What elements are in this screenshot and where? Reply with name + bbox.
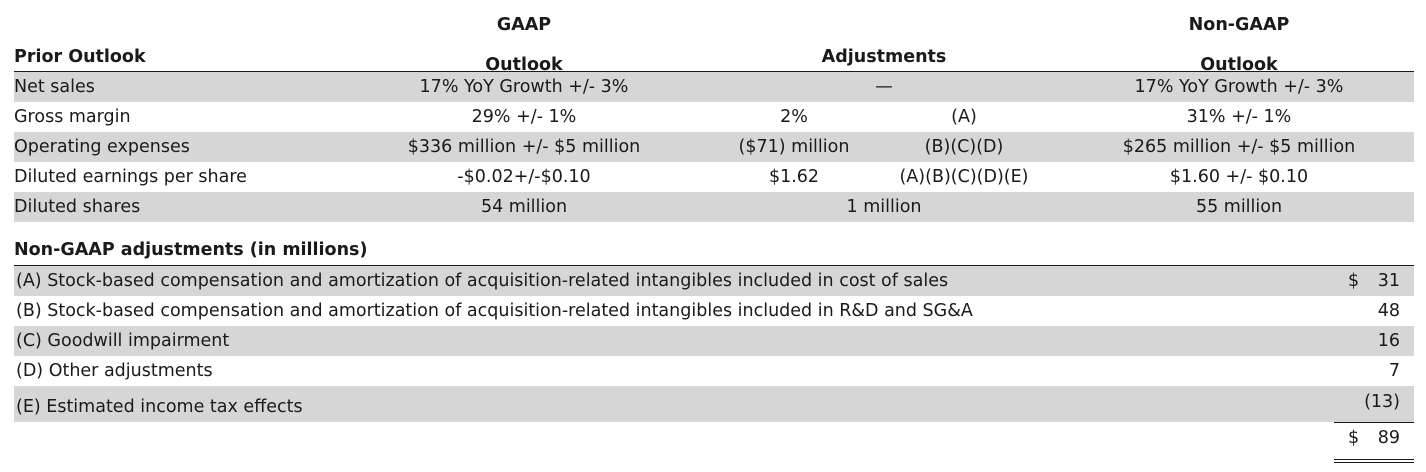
header-nongaap-line2: Outlook (1200, 55, 1278, 75)
list-item: (C) Goodwill impairment 16 (14, 326, 1414, 356)
gaap-value: 29% +/- 1% (471, 107, 577, 127)
header-adjustments: Adjustments (821, 47, 947, 67)
list-item: (B) Stock-based compensation and amortiz… (14, 296, 1414, 326)
adjustment-amount: 31 (1377, 271, 1400, 291)
gaap-value: 17% YoY Growth +/- 3% (419, 77, 629, 97)
total-currency-symbol: $ (1348, 428, 1360, 448)
table-row: Diluted earnings per share -$0.02+/-$0.1… (14, 162, 1414, 192)
row-label: Net sales (14, 77, 95, 97)
non-gaap-value: $1.60 +/- $0.10 (1169, 167, 1309, 187)
adjustment-amount: (13) (1364, 392, 1400, 412)
header-nongaap-line1: Non-GAAP (1188, 15, 1290, 35)
adjustment-value: 1 million (846, 197, 922, 217)
currency-symbol: $ (1348, 271, 1360, 291)
adjustment-value: ($71) million (738, 137, 850, 157)
adjustment-value: 2% (780, 107, 808, 127)
table-row: Gross margin 29% +/- 1% 2% (A) 31% +/- 1… (14, 102, 1414, 132)
total-top-rule (1334, 422, 1414, 423)
total-amount: 89 (1377, 428, 1400, 448)
adjustment-description: (D) Other adjustments (16, 361, 213, 381)
adjustment-description: (A) Stock-based compensation and amortiz… (16, 271, 949, 291)
non-gaap-value: 31% +/- 1% (1186, 107, 1292, 127)
adjustment-reference: (A)(B)(C)(D)(E) (899, 167, 1029, 187)
adjustment-reference: (A) (951, 107, 977, 127)
adjustment-amount: 7 (1388, 361, 1400, 381)
adjustment-amount: 48 (1377, 301, 1400, 321)
header-gaap-line1: GAAP (496, 15, 552, 35)
gaap-value: $336 million +/- $5 million (407, 137, 641, 157)
table-row: Diluted shares 54 million 1 million 55 m… (14, 192, 1414, 222)
non-gaap-value: $265 million +/- $5 million (1122, 137, 1356, 157)
total-double-rule-1 (1334, 459, 1414, 460)
header-underline (14, 71, 1414, 72)
total-double-rule-2 (1334, 462, 1414, 463)
non-gaap-value: 17% YoY Growth +/- 3% (1134, 77, 1344, 97)
adjustment-description: (E) Estimated income tax effects (16, 397, 303, 417)
gaap-value: -$0.02+/-$0.10 (457, 167, 591, 187)
header-gaap-outlook: GAAP Outlook (354, 10, 694, 80)
list-item: (D) Other adjustments 7 (14, 356, 1414, 386)
section-underline (14, 265, 1414, 266)
adjustment-amount: 16 (1377, 331, 1400, 351)
list-item: (A) Stock-based compensation and amortiz… (14, 266, 1414, 296)
row-label: Operating expenses (14, 137, 190, 157)
table-row: Net sales 17% YoY Growth +/- 3% — 17% Yo… (14, 72, 1414, 102)
adjustment-reference: (B)(C)(D) (924, 137, 1004, 157)
table-row: Operating expenses $336 million +/- $5 m… (14, 132, 1414, 162)
header-prior-outlook: Prior Outlook (14, 47, 146, 67)
adjustment-value: $1.62 (768, 167, 820, 187)
row-label: Diluted shares (14, 197, 141, 217)
header-nongaap-outlook: Non-GAAP Outlook (1094, 10, 1384, 80)
adjustment-value: — (875, 77, 893, 97)
section-title: Non-GAAP adjustments (in millions) (14, 240, 368, 260)
gaap-value: 54 million (480, 197, 568, 217)
row-label: Gross margin (14, 107, 131, 127)
non-gaap-value: 55 million (1195, 197, 1283, 217)
header-gaap-line2: Outlook (485, 55, 563, 75)
list-item: (E) Estimated income tax effects (13) (14, 386, 1414, 422)
total-row: $ 89 (14, 423, 1414, 453)
row-label: Diluted earnings per share (14, 167, 247, 187)
adjustment-description: (B) Stock-based compensation and amortiz… (16, 301, 973, 321)
adjustment-description: (C) Goodwill impairment (16, 331, 230, 351)
